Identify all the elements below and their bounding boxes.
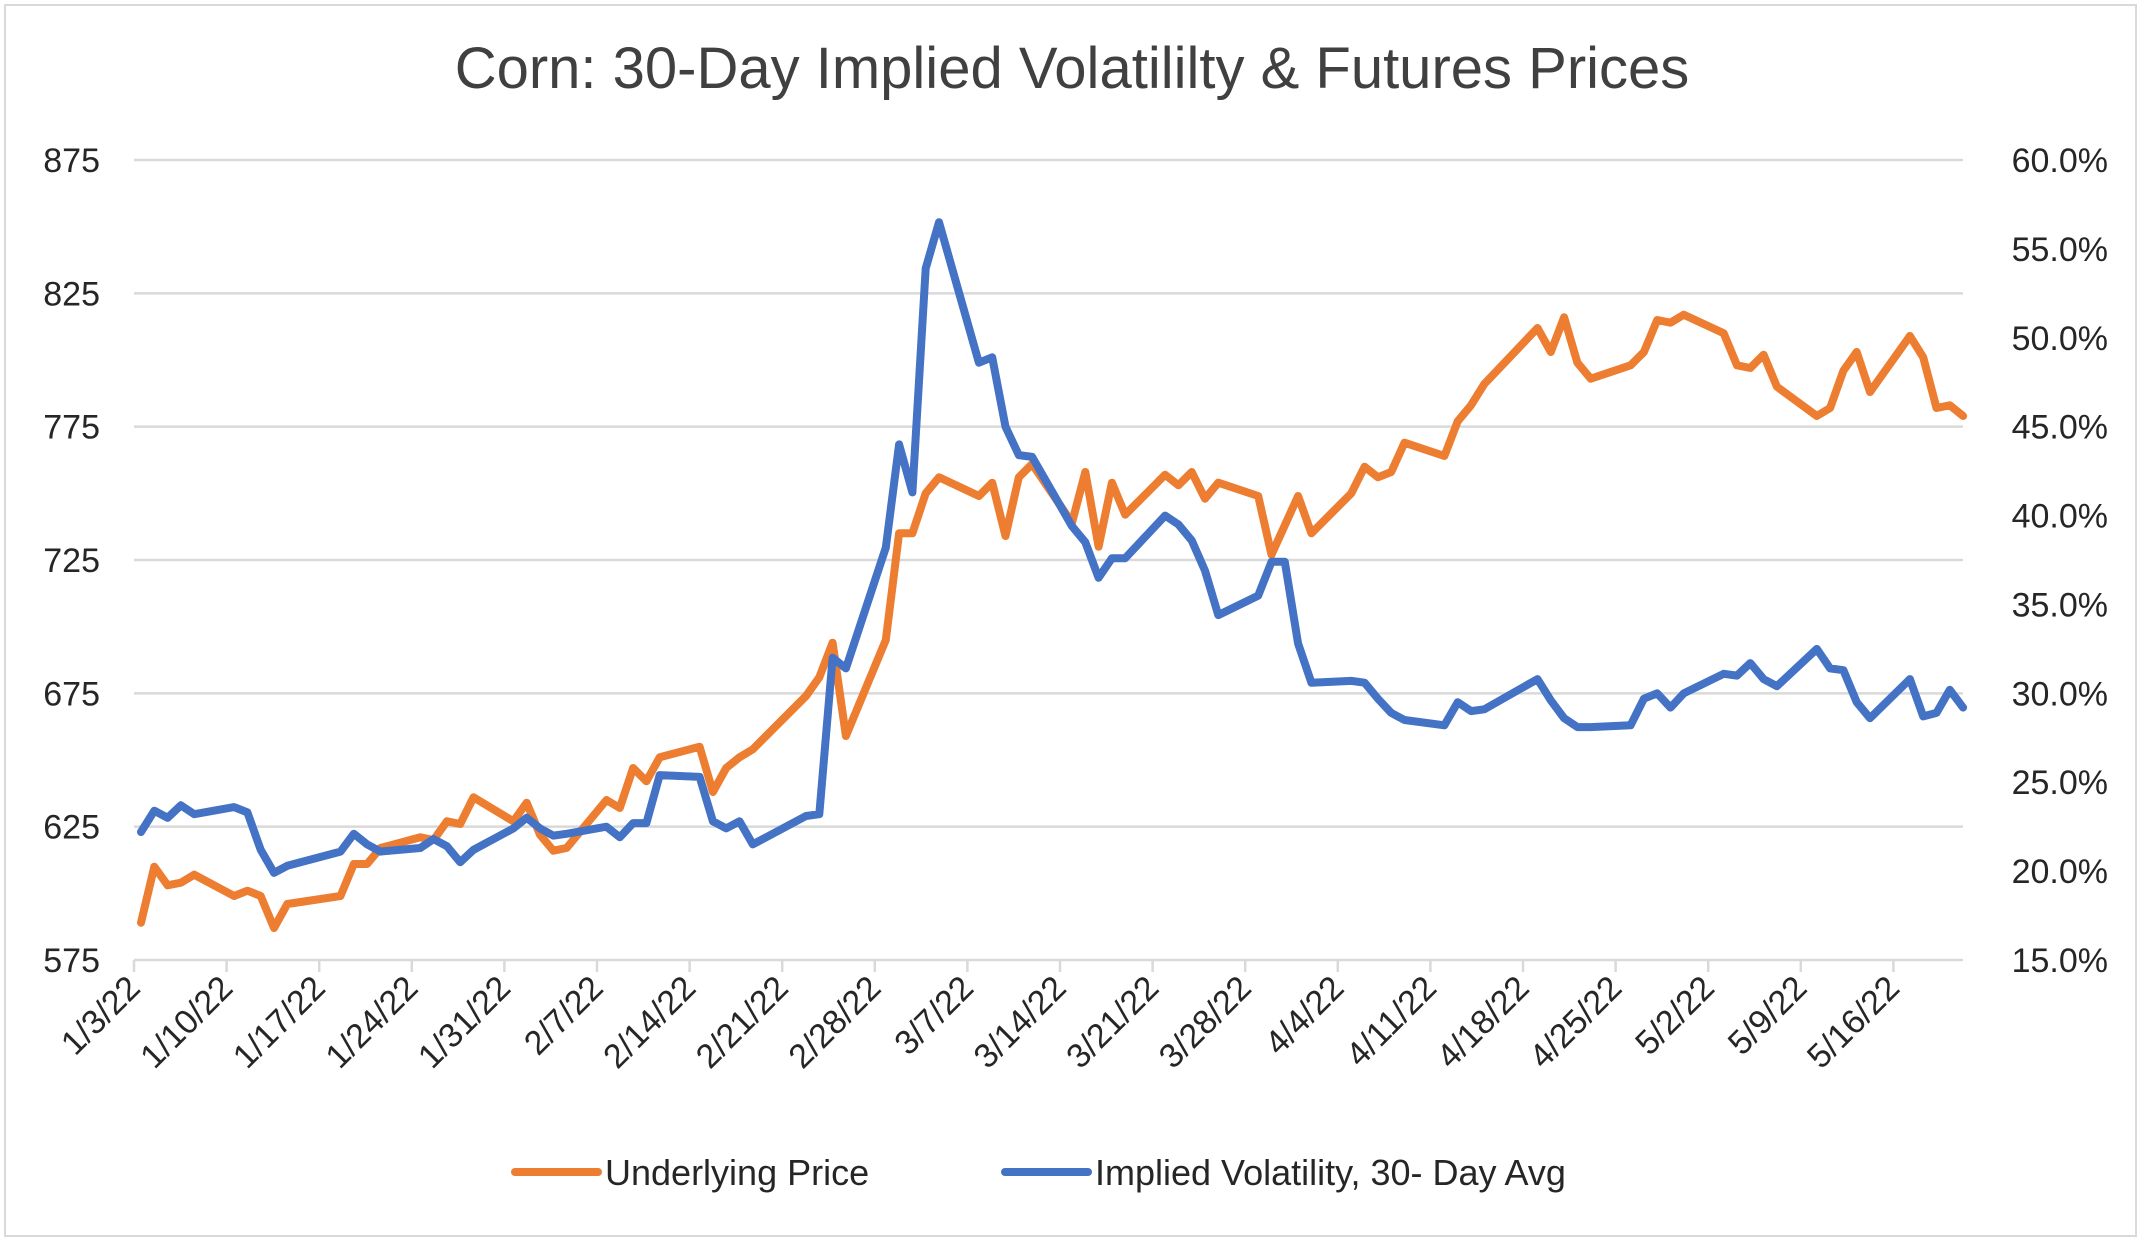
x-tick-label: 2/21/22: [689, 969, 796, 1076]
chart-title: Corn: 30-Day Implied Volatililty & Futur…: [455, 36, 1690, 101]
y-left-tick-label: 625: [43, 809, 100, 847]
y-left-tick-label: 825: [43, 275, 100, 313]
y-right-tick-label: 50.0%: [2012, 320, 2108, 358]
y-left-tick-label: 675: [43, 675, 100, 713]
series-line-implied-volatility: [137, 218, 1968, 877]
x-tick-label: 2/14/22: [596, 969, 703, 1076]
x-tick-label: 1/10/22: [133, 969, 240, 1076]
x-tick-label: 3/21/22: [1059, 969, 1166, 1076]
y-right-tick-label: 30.0%: [2012, 675, 2108, 713]
x-tick-label: 4/11/22: [1339, 969, 1444, 1074]
legend: Underlying Price Implied Volatility, 30-…: [511, 1152, 1566, 1193]
x-tick-label: 4/25/22: [1522, 969, 1629, 1076]
chart-frame: [4, 4, 2137, 1237]
legend-label-implied-volatility: Implied Volatility, 30- Day Avg: [1095, 1152, 1566, 1193]
x-tick-label: 1/24/22: [318, 969, 425, 1076]
x-tick-label: 3/28/22: [1152, 969, 1259, 1076]
y-right-tick-label: 35.0%: [2012, 586, 2108, 624]
x-tick-label: 1/17/22: [226, 969, 333, 1076]
x-tick-label: 4/4/22: [1258, 969, 1352, 1063]
x-tick-label: 3/14/22: [967, 969, 1074, 1076]
left-axis-group: 575 625 675 725 775 825 875: [43, 142, 1963, 980]
y-right-tick-label: 45.0%: [2012, 409, 2108, 447]
y-left-tick-label: 875: [43, 142, 100, 180]
y-left-tick-label: 775: [43, 409, 100, 447]
y-right-tick-label: 55.0%: [2012, 231, 2108, 269]
y-right-tick-label: 25.0%: [2012, 764, 2108, 802]
x-tick-label: 1/31/22: [411, 969, 518, 1076]
y-left-tick-label: 725: [43, 542, 100, 580]
series-line-underlying-price: [137, 310, 1968, 932]
right-axis-group: 15.0% 20.0% 25.0% 30.0% 35.0% 40.0% 45.0% 50.0%…: [2012, 142, 2108, 980]
y-left-tick-label: 575: [43, 942, 100, 980]
x-tick-label: 2/28/22: [781, 969, 888, 1076]
x-tick-label: 5/2/22: [1628, 969, 1722, 1063]
x-tick-label: 4/18/22: [1430, 969, 1537, 1076]
y-right-tick-label: 20.0%: [2012, 853, 2108, 891]
y-right-tick-label: 40.0%: [2012, 498, 2108, 536]
y-right-tick-label: 15.0%: [2012, 942, 2108, 980]
x-tick-label: 5/16/22: [1800, 969, 1907, 1076]
y-right-tick-label: 60.0%: [2012, 142, 2108, 180]
series-group: [137, 218, 1968, 932]
x-axis-group: 1/3/221/10/221/17/221/24/221/31/222/7/22…: [54, 960, 1907, 1076]
legend-label-underlying-price: Underlying Price: [605, 1152, 869, 1193]
